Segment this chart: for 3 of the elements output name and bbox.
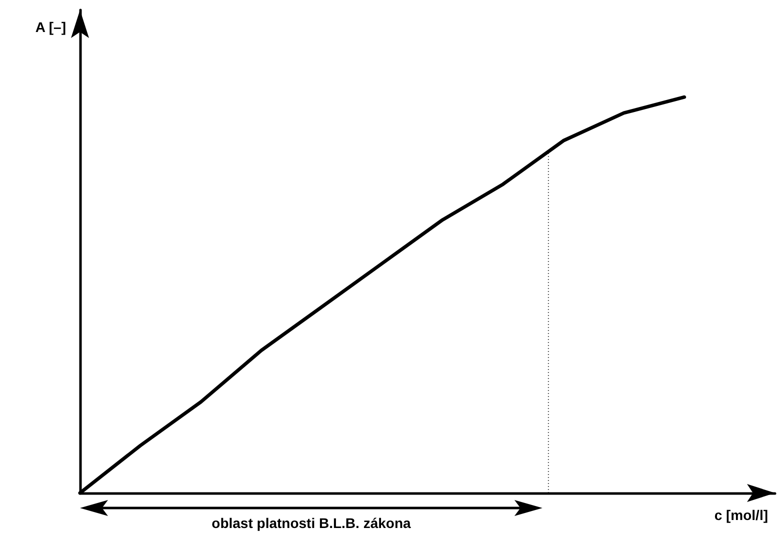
text: oblast platnosti B.L.B. zákona [212,515,411,531]
y-axis-title: A [–] [35,19,66,35]
x-axis-title: c [mol/l] [714,507,768,523]
